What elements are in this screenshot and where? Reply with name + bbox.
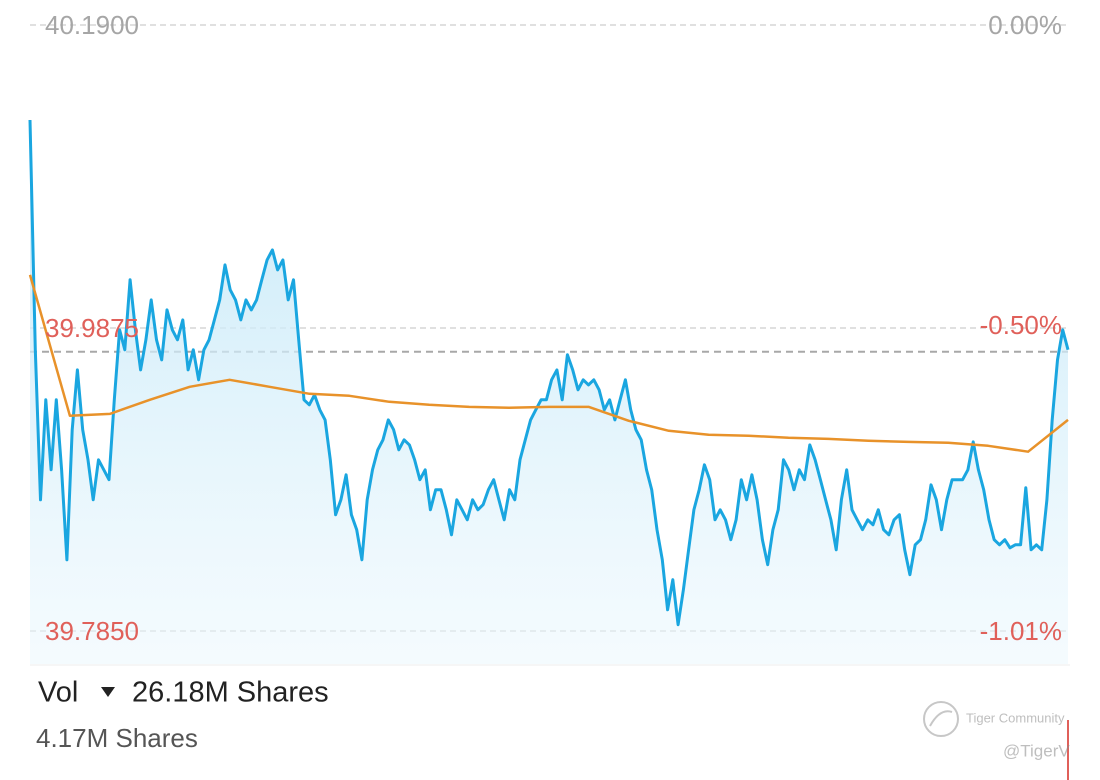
volume-total: 26.18M Shares bbox=[132, 677, 329, 709]
watermark-handle: @TigerV bbox=[1003, 741, 1070, 760]
watermark-logo-mark bbox=[929, 710, 953, 727]
y-tick-label: 39.7850 bbox=[45, 616, 139, 646]
watermark-logo bbox=[923, 701, 959, 737]
y-tick-label: 39.9875 bbox=[45, 313, 139, 343]
series-line bbox=[28, 119, 1070, 627]
plot-layer bbox=[28, 24, 1070, 664]
volume-area bbox=[30, 716, 1070, 780]
volume-max: 4.17M Shares bbox=[36, 723, 198, 753]
series-line bbox=[28, 274, 1069, 453]
y-tick-label: 40.1900 bbox=[45, 10, 139, 40]
y2-tick-label: -1.01% bbox=[980, 616, 1062, 646]
y2-tick-label: 0.00% bbox=[988, 10, 1062, 40]
axis-labels: 40.1900 39.9875 39.7850 0.00% -0.50% -1.01% bbox=[45, 10, 1062, 646]
volume-dropdown[interactable] bbox=[101, 687, 115, 697]
volume-label: Vol bbox=[38, 677, 78, 709]
watermark: Tiger Community @TigerV bbox=[923, 701, 1070, 760]
y2-tick-label: -0.50% bbox=[980, 310, 1062, 340]
watermark-brand: Tiger Community bbox=[966, 710, 1065, 725]
